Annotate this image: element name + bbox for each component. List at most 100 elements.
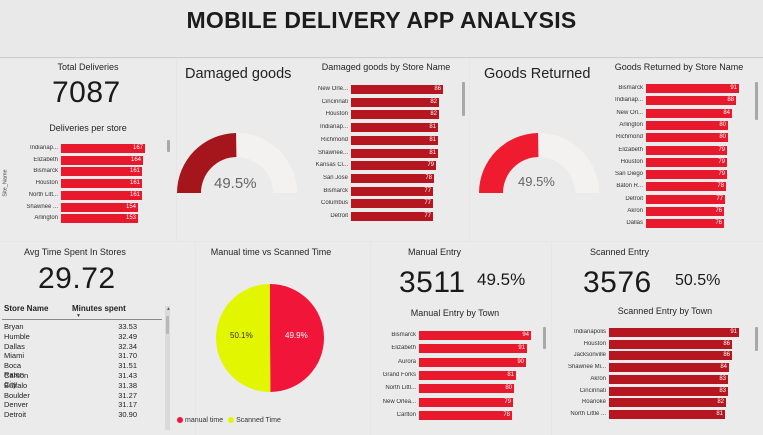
bar[interactable]: 84 [609, 363, 729, 373]
bar[interactable]: 81 [351, 123, 438, 133]
bar[interactable]: 76 [646, 207, 724, 216]
bar[interactable]: 79 [351, 161, 436, 171]
scanned-scrollbar[interactable] [755, 327, 758, 351]
gauge-fill[interactable] [479, 133, 539, 193]
bar-value-label: 79 [504, 398, 511, 405]
bar-label: Elizabeth [33, 156, 58, 163]
bar-label: Richmond [615, 134, 643, 141]
bar[interactable]: 161 [61, 190, 142, 200]
bar[interactable]: 82 [609, 398, 726, 408]
bar[interactable]: 84 [646, 108, 732, 118]
bar[interactable]: 164 [61, 155, 143, 165]
bar[interactable]: 83 [609, 386, 728, 396]
bar[interactable]: 80 [646, 120, 728, 130]
bar[interactable]: 79 [646, 157, 727, 167]
manual-entry-value: 3511 [399, 266, 466, 299]
bar[interactable]: 94 [419, 331, 531, 340]
bar-label: Bismarck [33, 168, 58, 175]
bar[interactable]: 90 [419, 357, 526, 367]
bar[interactable]: 153 [61, 214, 138, 224]
bar[interactable]: 76 [646, 219, 724, 229]
bar-value-label: 154 [125, 203, 136, 210]
bar[interactable]: 154 [61, 202, 138, 212]
bar[interactable]: 79 [646, 170, 727, 180]
bar[interactable]: 83 [609, 374, 728, 384]
bar-value-label: 90 [517, 358, 524, 365]
bar[interactable]: 77 [351, 199, 433, 209]
bar[interactable]: 81 [351, 148, 438, 158]
manual-scrollbar[interactable] [543, 327, 546, 349]
pie-slice-scanned[interactable] [216, 284, 271, 392]
bar[interactable]: 82 [351, 110, 439, 120]
bar-label: Bismarck [391, 332, 416, 338]
bar-label: Houston [325, 111, 348, 118]
table-cell-store: Dallas [4, 341, 25, 351]
bar[interactable]: 78 [351, 173, 434, 183]
bar[interactable]: 88 [646, 96, 736, 106]
table-cell-minutes: 33.53 [118, 322, 137, 331]
damaged-scrollbar[interactable] [462, 82, 465, 116]
legend-manual-label: manual time [185, 417, 224, 424]
bar-label: Roanoke [581, 399, 606, 406]
table-cell-minutes: 32.49 [118, 331, 137, 341]
total-deliveries-value: 7087 [52, 76, 121, 109]
bar-value-label: 94 [522, 332, 529, 338]
col-header-minutes[interactable]: Minutes spent [72, 304, 126, 313]
table-cell-store: Carson City [4, 371, 29, 389]
bar[interactable]: 86 [609, 339, 732, 349]
bar[interactable]: 79 [646, 145, 727, 155]
bar[interactable]: 81 [609, 409, 725, 419]
bar[interactable]: 91 [419, 344, 527, 354]
bar-label: Kansas Ci... [315, 162, 348, 169]
table-scrollbar-track[interactable] [165, 306, 170, 430]
title-bar: MOBILE DELIVERY APP ANALYSIS [0, 0, 763, 58]
pie-slice-manual[interactable] [270, 284, 325, 392]
goods-returned-title: Goods Returned [484, 66, 591, 82]
bar[interactable]: 161 [61, 167, 142, 177]
bar[interactable]: 77 [646, 194, 725, 204]
bar-value-label: 83 [719, 387, 726, 394]
bar-label: Carlton [396, 411, 416, 418]
bar[interactable]: 91 [646, 84, 739, 93]
bar-label: Grand Forks [382, 371, 416, 378]
gauge-fill[interactable] [177, 133, 237, 193]
bar-label: Shawnee... [317, 149, 348, 156]
bar-label: Baton R... [616, 183, 643, 190]
bar[interactable]: 79 [419, 397, 513, 407]
returned-scrollbar[interactable] [755, 82, 758, 120]
col-header-store-name[interactable]: Store Name [4, 304, 49, 313]
bar-value-label: 76 [715, 220, 722, 227]
bar[interactable]: 86 [351, 85, 443, 94]
bar[interactable]: 78 [419, 410, 512, 420]
bar[interactable]: 82 [351, 97, 439, 107]
bar[interactable]: 81 [351, 135, 438, 145]
bar[interactable]: 78 [646, 182, 726, 192]
bar-label: Detroit [330, 213, 348, 219]
bar[interactable]: 161 [61, 179, 142, 189]
bar-value-label: 79 [718, 146, 725, 153]
sort-down-icon[interactable]: ▼ [76, 313, 81, 319]
bar[interactable]: 80 [419, 384, 514, 394]
bar[interactable]: 167 [61, 144, 145, 153]
bar[interactable]: 81 [419, 370, 516, 380]
bar[interactable]: 80 [646, 133, 728, 143]
manual-entry-pct: 49.5% [477, 270, 526, 289]
scroll-up-icon[interactable]: ▲ [166, 306, 171, 312]
total-deliveries-title: Total Deliveries [57, 62, 119, 72]
legend-manual-dot [177, 417, 183, 424]
table-scrollbar-thumb[interactable] [166, 316, 169, 334]
bar-label: Shawnee ... [26, 203, 58, 210]
bar-label: Akron [627, 208, 643, 214]
bar-value-label: 80 [719, 134, 726, 141]
bar-label: Indianap... [319, 124, 348, 131]
bar[interactable]: 86 [609, 351, 732, 361]
deliveries-scrollbar[interactable] [167, 140, 170, 152]
table-cell-store: Buffalo [4, 380, 28, 390]
bar-value-label: 80 [719, 121, 726, 128]
bar-label: New Orlea... [382, 398, 416, 405]
bar[interactable]: 77 [351, 186, 433, 196]
manual-vs-scanned-pie [216, 284, 325, 392]
bar[interactable]: 77 [351, 212, 433, 221]
bar[interactable]: 91 [609, 328, 739, 337]
